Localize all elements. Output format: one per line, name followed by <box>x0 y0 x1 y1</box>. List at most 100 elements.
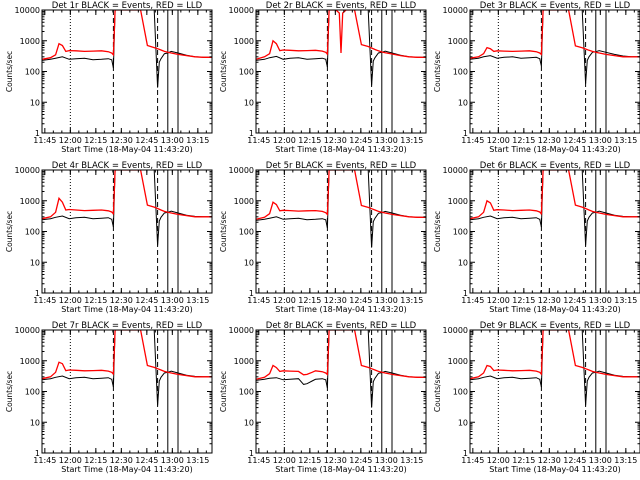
panel-title: Det 7r BLACK = Events, RED = LLD <box>52 321 203 331</box>
y-tick-label: 10000 <box>15 326 40 335</box>
series-events <box>256 330 426 408</box>
y-tick-label: 1000 <box>448 357 468 366</box>
x-tick-label: 12:00 <box>273 296 296 305</box>
y-axis-label: Counts/sec <box>219 51 228 92</box>
marker-lines <box>69 170 179 293</box>
y-tick-label: 10 <box>244 418 254 427</box>
panel-title: Det 4r BLACK = Events, RED = LLD <box>52 161 203 171</box>
x-axis-label: Start Time (18-May-04 11:43:20) <box>489 465 620 474</box>
x-axis-label: Start Time (18-May-04 11:43:20) <box>489 145 620 154</box>
y-tick-label: 10000 <box>443 6 468 15</box>
y-tick-label: 100 <box>25 228 40 237</box>
panel-title: Det 6r BLACK = Events, RED = LLD <box>480 161 631 171</box>
x-tick-label: 12:45 <box>563 456 586 465</box>
y-tick-label: 1 <box>463 129 468 138</box>
x-tick-label: 12:30 <box>324 456 347 465</box>
x-tick-label: 12:45 <box>349 136 372 145</box>
series-lld <box>256 330 426 380</box>
series-lld <box>256 10 426 60</box>
series-lld <box>470 10 640 59</box>
x-tick-label: 13:15 <box>614 456 637 465</box>
marker-lines <box>497 330 607 453</box>
x-tick-label: 13:00 <box>375 296 398 305</box>
plot-frame <box>41 329 213 454</box>
y-axis-label: Counts/sec <box>433 51 442 92</box>
x-tick-label: 11:45 <box>247 456 270 465</box>
marker-lines <box>283 170 393 293</box>
y-tick-label: 1 <box>463 449 468 458</box>
panel-2: Det 2r BLACK = Events, RED = LLD 1 10 100 10… <box>219 1 427 154</box>
y-axis-label: Counts/sec <box>219 211 228 252</box>
series-lld <box>42 330 212 380</box>
x-tick-label: 12:45 <box>135 296 158 305</box>
series-events <box>42 10 212 88</box>
panel-title: Det 2r BLACK = Events, RED = LLD <box>266 1 417 11</box>
x-tick-label: 12:15 <box>512 136 535 145</box>
y-tick-label: 1 <box>35 129 40 138</box>
marker-lines <box>69 10 179 133</box>
plot-frame <box>255 329 427 454</box>
x-tick-label: 12:15 <box>298 456 321 465</box>
x-tick-label: 13:15 <box>614 296 637 305</box>
x-tick-label: 13:15 <box>186 456 209 465</box>
x-tick-label: 12:15 <box>298 136 321 145</box>
series-lld <box>42 10 212 60</box>
y-tick-label: 10 <box>458 258 468 267</box>
x-tick-label: 11:45 <box>461 296 484 305</box>
y-tick-label: 1 <box>463 289 468 298</box>
x-tick-label: 12:30 <box>538 296 561 305</box>
x-axis-label: Start Time (18-May-04 11:43:20) <box>275 465 406 474</box>
plot-frame <box>255 169 427 294</box>
panel-9: Det 9r BLACK = Events, RED = LLD 1 10 100 10… <box>433 321 640 474</box>
x-tick-label: 12:30 <box>110 136 133 145</box>
series-events <box>470 170 640 246</box>
y-tick-label: 100 <box>25 68 40 77</box>
x-tick-label: 13:15 <box>400 136 423 145</box>
y-tick-label: 100 <box>453 388 468 397</box>
panel-title: Det 5r BLACK = Events, RED = LLD <box>266 161 417 171</box>
y-axis-label: Counts/sec <box>219 371 228 412</box>
y-tick-label: 100 <box>239 388 254 397</box>
x-tick-label: 13:00 <box>161 136 184 145</box>
y-tick-label: 10 <box>30 98 40 107</box>
y-tick-label: 1 <box>35 289 40 298</box>
series-lld <box>470 170 640 220</box>
y-tick-label: 100 <box>239 228 254 237</box>
panel-title: Det 3r BLACK = Events, RED = LLD <box>480 1 631 11</box>
x-tick-label: 12:30 <box>324 136 347 145</box>
x-tick-label: 13:00 <box>589 136 612 145</box>
series-events <box>470 330 640 406</box>
x-tick-label: 12:00 <box>273 456 296 465</box>
y-tick-label: 1000 <box>234 197 254 206</box>
x-tick-label: 13:15 <box>186 136 209 145</box>
panel-1: Det 1r BLACK = Events, RED = LLD 1 10 100 10… <box>5 1 213 154</box>
panel-title: Det 1r BLACK = Events, RED = LLD <box>52 1 203 11</box>
series-lld <box>470 330 640 380</box>
x-tick-label: 12:30 <box>538 456 561 465</box>
series-lld <box>42 170 212 220</box>
x-tick-label: 12:00 <box>59 136 82 145</box>
plot-frame <box>469 329 640 454</box>
x-axis-label: Start Time (18-May-04 11:43:20) <box>489 305 620 314</box>
x-tick-label: 11:45 <box>461 136 484 145</box>
x-tick-label: 12:15 <box>84 136 107 145</box>
x-tick-label: 12:15 <box>512 296 535 305</box>
x-tick-label: 12:00 <box>487 296 510 305</box>
series-events <box>42 170 212 246</box>
marker-lines <box>497 10 607 133</box>
y-tick-label: 10 <box>458 98 468 107</box>
y-tick-label: 10 <box>244 98 254 107</box>
y-tick-label: 100 <box>25 388 40 397</box>
series-events <box>470 10 640 84</box>
series-lld <box>256 170 426 220</box>
plot-frame <box>469 9 640 134</box>
x-tick-label: 12:45 <box>563 296 586 305</box>
y-axis-label: Counts/sec <box>433 371 442 412</box>
x-tick-label: 13:15 <box>400 296 423 305</box>
x-tick-label: 12:30 <box>110 456 133 465</box>
x-tick-label: 12:45 <box>349 456 372 465</box>
panel-title: Det 9r BLACK = Events, RED = LLD <box>480 321 631 331</box>
x-tick-label: 11:45 <box>247 296 270 305</box>
y-tick-label: 1 <box>249 129 254 138</box>
